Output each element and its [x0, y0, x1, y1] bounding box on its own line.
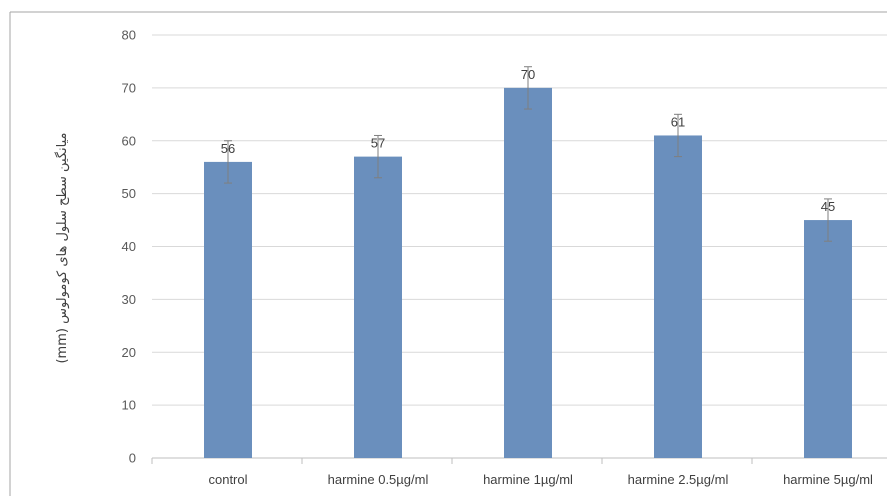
y-tick-label: 30: [122, 292, 136, 307]
y-tick-label: 0: [129, 451, 136, 466]
data-labels: 56 57 70 61 45: [221, 67, 835, 214]
bar: [804, 220, 852, 458]
y-tick-label: 20: [122, 345, 136, 360]
category-label: harmine 2.5µg/ml: [628, 472, 729, 487]
bar: [204, 161, 252, 458]
y-tick-label: 40: [122, 239, 136, 254]
bar: [354, 156, 402, 459]
y-tick-label: 10: [122, 398, 136, 413]
bars: [204, 87, 852, 459]
category-label: harmine 1µg/ml: [483, 472, 573, 487]
y-tick-label: 70: [122, 80, 136, 95]
data-label: 57: [371, 136, 385, 151]
y-axis-title: میانگین سطح سلول های کومولوس (mm): [54, 132, 70, 363]
error-bars: [224, 66, 832, 242]
y-axis-ticks: 0 10 20 30 40 50 60 70 80: [122, 28, 136, 466]
category-label: control: [208, 472, 247, 487]
data-label: 45: [821, 199, 835, 214]
y-tick-label: 80: [122, 28, 136, 43]
data-label: 61: [671, 114, 685, 129]
category-label: harmine 5µg/ml: [783, 472, 873, 487]
category-label: harmine 0.5µg/ml: [328, 472, 429, 487]
bar: [504, 87, 552, 458]
bar: [654, 135, 702, 458]
data-label: 70: [521, 67, 535, 82]
y-tick-label: 50: [122, 186, 136, 201]
data-label: 56: [221, 141, 235, 156]
y-tick-label: 60: [122, 133, 136, 148]
x-axis-categories: control harmine 0.5µg/ml harmine 1µg/ml har…: [208, 472, 873, 487]
